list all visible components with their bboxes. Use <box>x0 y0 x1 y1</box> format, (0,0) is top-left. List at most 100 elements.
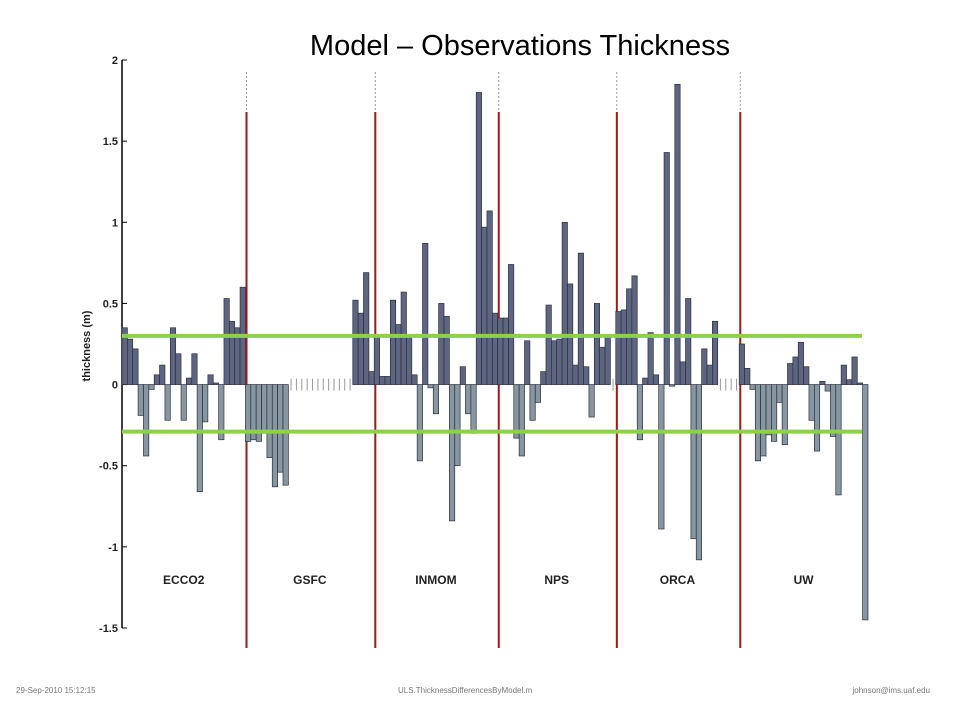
group-label: INMOM <box>415 573 456 587</box>
bar <box>266 384 273 458</box>
bar <box>615 311 622 385</box>
bar <box>551 340 558 385</box>
bar <box>642 377 649 385</box>
y-tick-label: 1 <box>112 217 118 229</box>
bar <box>486 210 493 385</box>
bar <box>701 348 708 385</box>
y-tick-label: -1.5 <box>99 623 118 635</box>
bar <box>652 374 660 385</box>
bar <box>164 384 171 421</box>
bar <box>384 376 391 385</box>
bar <box>712 320 719 385</box>
bar <box>556 338 563 385</box>
bar <box>572 364 579 385</box>
bar <box>545 304 552 385</box>
bar <box>518 384 525 457</box>
bar <box>577 252 584 385</box>
chart-title: Model – Observations Thickness <box>309 30 731 62</box>
y-tick-label: 2 <box>112 55 118 67</box>
bar <box>749 384 756 390</box>
group-label: GSFC <box>293 573 327 587</box>
bar <box>261 384 268 434</box>
bar <box>373 335 380 385</box>
bar <box>406 335 413 385</box>
bar <box>754 384 762 462</box>
bar <box>207 374 214 385</box>
bar <box>706 364 713 385</box>
bar <box>862 384 869 621</box>
bar <box>529 384 536 421</box>
bar <box>679 361 686 385</box>
bar <box>599 346 606 385</box>
bar <box>427 384 434 389</box>
bar <box>685 298 692 385</box>
y-tick-label: 0 <box>112 380 118 392</box>
bar <box>540 371 547 385</box>
bar <box>846 379 853 385</box>
bar <box>674 83 681 385</box>
bar <box>282 384 289 486</box>
bar <box>470 384 477 434</box>
bar <box>191 353 198 385</box>
bar <box>491 312 499 385</box>
bar <box>583 366 590 385</box>
bar <box>620 309 627 385</box>
bar <box>459 366 466 385</box>
bar <box>851 356 858 385</box>
bar <box>422 243 429 385</box>
bar <box>411 374 418 385</box>
bar <box>824 384 831 392</box>
bar <box>690 384 697 540</box>
bar <box>647 332 654 385</box>
bar <box>127 338 134 385</box>
bar <box>669 384 676 387</box>
bar <box>604 337 611 385</box>
footer-timestamp: 29-Sep-2010 15:12:15 <box>16 686 96 695</box>
bar <box>830 384 837 437</box>
bar <box>502 317 509 385</box>
bar <box>524 340 531 385</box>
bar <box>663 152 670 385</box>
bar <box>368 371 375 385</box>
bar <box>475 92 482 385</box>
bar <box>481 226 488 385</box>
bar <box>813 384 821 452</box>
bar <box>432 384 439 415</box>
y-tick-label: 1.5 <box>103 136 118 148</box>
group-label: NPS <box>544 573 569 587</box>
bar <box>819 380 826 385</box>
y-axis-label: thickness (m) <box>81 310 93 381</box>
y-tick-label: 0.5 <box>103 298 118 310</box>
bar <box>588 384 595 418</box>
bar <box>765 384 772 436</box>
bar <box>186 377 193 385</box>
bar <box>781 384 788 445</box>
bar <box>223 298 230 385</box>
bar <box>454 384 461 467</box>
bar <box>631 275 638 385</box>
bar <box>443 316 450 385</box>
bar <box>395 324 402 385</box>
bar <box>856 382 863 385</box>
bar <box>808 384 815 421</box>
bar <box>137 384 144 416</box>
footer-script-name: ULS.ThicknessDifferencesByModel.m <box>398 686 533 695</box>
bar <box>695 384 702 561</box>
bar <box>438 303 445 385</box>
bar <box>175 353 182 385</box>
bar <box>636 384 643 441</box>
bar <box>776 384 783 403</box>
bar <box>277 384 284 473</box>
bar <box>389 299 397 385</box>
bar <box>132 348 139 385</box>
bar <box>202 384 209 423</box>
bar <box>352 299 359 385</box>
bar <box>840 364 847 385</box>
bar <box>449 384 456 522</box>
group-label: UW <box>794 573 815 587</box>
group-label: ORCA <box>660 573 696 587</box>
bar <box>787 363 794 385</box>
bar <box>508 264 515 385</box>
bar <box>196 384 203 493</box>
bar <box>379 376 386 385</box>
